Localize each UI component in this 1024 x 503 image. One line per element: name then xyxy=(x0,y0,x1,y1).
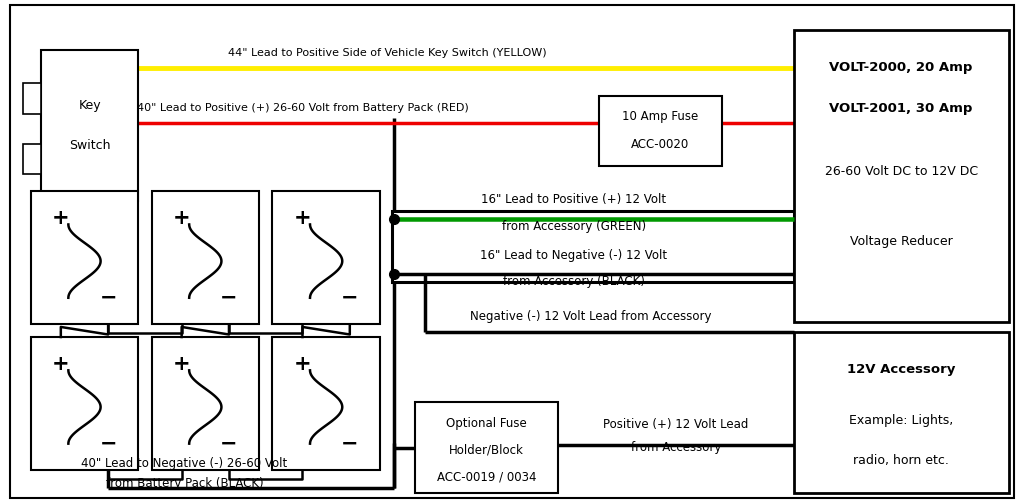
Text: +: + xyxy=(294,208,311,228)
Text: −: − xyxy=(220,434,238,454)
Text: +: + xyxy=(52,354,70,374)
Text: −: − xyxy=(341,288,358,308)
Text: 16" Lead to Positive (+) 12 Volt: 16" Lead to Positive (+) 12 Volt xyxy=(481,193,667,206)
Bar xyxy=(31,337,138,470)
Bar xyxy=(152,191,259,324)
Text: Positive (+) 12 Volt Lead: Positive (+) 12 Volt Lead xyxy=(603,417,749,431)
Text: VOLT-2000, 20 Amp: VOLT-2000, 20 Amp xyxy=(829,61,973,74)
Bar xyxy=(272,191,380,324)
Bar xyxy=(31,191,138,324)
Text: −: − xyxy=(99,288,117,308)
Text: radio, horn etc.: radio, horn etc. xyxy=(853,454,949,467)
Text: from Accessory: from Accessory xyxy=(631,441,721,454)
Text: 40" Lead to Negative (-) 26-60 Volt: 40" Lead to Negative (-) 26-60 Volt xyxy=(81,457,288,470)
Bar xyxy=(415,402,558,493)
Text: 10 Amp Fuse: 10 Amp Fuse xyxy=(623,110,698,123)
Text: from Battery Pack (BLACK): from Battery Pack (BLACK) xyxy=(105,477,263,490)
Text: 44" Lead to Positive Side of Vehicle Key Switch (YELLOW): 44" Lead to Positive Side of Vehicle Key… xyxy=(228,48,547,58)
Text: −: − xyxy=(220,288,238,308)
Text: ACC-0019 / 0034: ACC-0019 / 0034 xyxy=(436,470,537,483)
Text: 26-60 Volt DC to 12V DC: 26-60 Volt DC to 12V DC xyxy=(824,164,978,178)
Bar xyxy=(23,83,41,114)
Text: from Accessory (GREEN): from Accessory (GREEN) xyxy=(502,220,646,233)
Bar xyxy=(152,337,259,470)
Text: VOLT-2001, 30 Amp: VOLT-2001, 30 Amp xyxy=(829,102,973,115)
Bar xyxy=(392,211,794,282)
Text: 12V Accessory: 12V Accessory xyxy=(847,363,955,376)
Text: −: − xyxy=(99,434,117,454)
Text: 40" Lead to Positive (+) 26-60 Volt from Battery Pack (RED): 40" Lead to Positive (+) 26-60 Volt from… xyxy=(137,103,469,113)
Bar xyxy=(41,50,138,201)
Text: +: + xyxy=(173,354,190,374)
Text: +: + xyxy=(173,208,190,228)
Bar xyxy=(272,337,380,470)
Text: Key: Key xyxy=(78,99,101,112)
Text: ACC-0020: ACC-0020 xyxy=(632,138,689,151)
Text: 16" Lead to Negative (-) 12 Volt: 16" Lead to Negative (-) 12 Volt xyxy=(480,248,668,262)
Text: +: + xyxy=(294,354,311,374)
Bar xyxy=(599,96,722,166)
Text: +: + xyxy=(52,208,70,228)
Bar xyxy=(794,30,1009,322)
Bar xyxy=(23,144,41,174)
Text: −: − xyxy=(341,434,358,454)
Text: from Accessory (BLACK): from Accessory (BLACK) xyxy=(503,275,645,288)
Text: Voltage Reducer: Voltage Reducer xyxy=(850,235,952,248)
Text: Holder/Block: Holder/Block xyxy=(449,444,524,457)
Text: Optional Fuse: Optional Fuse xyxy=(446,417,526,430)
Bar xyxy=(794,332,1009,493)
Text: Negative (-) 12 Volt Lead from Accessory: Negative (-) 12 Volt Lead from Accessory xyxy=(470,310,712,323)
Text: Switch: Switch xyxy=(69,139,111,152)
Text: Example: Lights,: Example: Lights, xyxy=(849,413,953,427)
